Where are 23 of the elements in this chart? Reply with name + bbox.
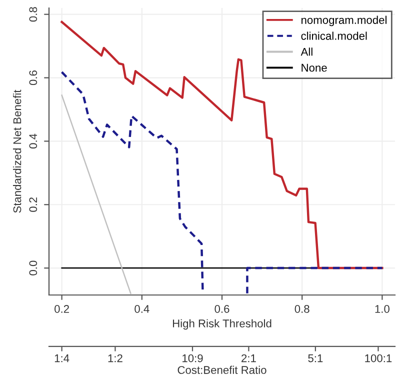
y-tick-label: 0.6 <box>29 70 38 86</box>
y-tick-label: 0.4 <box>29 134 38 148</box>
x-tick-label: 0.2 <box>54 305 69 313</box>
x2-axis-title: Cost:Benefit Ratio <box>178 366 266 374</box>
text: 2:1 <box>242 354 256 362</box>
legend-label: nomogram.model <box>302 16 386 26</box>
x-tick-label: 0.4 <box>134 305 150 313</box>
y-tick-label: 0.2 <box>29 197 38 212</box>
x-tick-label: 0.8 <box>294 305 310 313</box>
x-axis-title: High Risk Threshold <box>172 319 272 330</box>
y-axis-title: Standardized Net Benefit <box>13 90 22 213</box>
y-tick-label: 0.8 <box>29 7 38 22</box>
text: 1:2 <box>108 354 122 362</box>
x-tick-label: 0.6 <box>214 305 230 313</box>
legend-label: None <box>302 64 327 72</box>
text: 100:1 <box>365 354 392 362</box>
x-tick-label: 1.0 <box>375 305 390 313</box>
text: 1:4 <box>54 354 70 362</box>
text: 10:9 <box>182 354 203 362</box>
legend-label: clinical.model <box>301 32 367 40</box>
y-tick-label: 0.0 <box>29 260 38 276</box>
text: 5:1 <box>308 354 323 362</box>
legend-label: All <box>300 48 312 56</box>
